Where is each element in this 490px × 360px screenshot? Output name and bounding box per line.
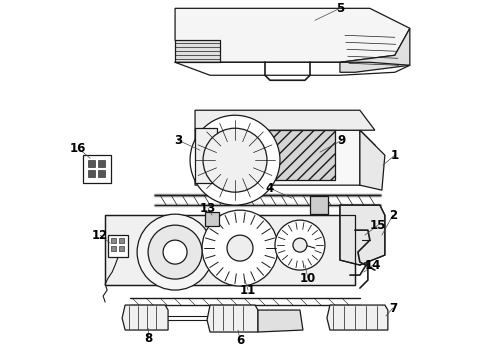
Bar [119, 238, 124, 243]
Bar [108, 235, 128, 257]
Polygon shape [360, 130, 385, 190]
Circle shape [203, 128, 267, 192]
Text: 3: 3 [174, 134, 182, 147]
Text: 1: 1 [391, 149, 399, 162]
Circle shape [275, 220, 325, 270]
Polygon shape [340, 205, 385, 265]
Polygon shape [327, 305, 388, 330]
Polygon shape [215, 130, 335, 180]
Polygon shape [122, 305, 168, 330]
Circle shape [293, 238, 307, 252]
Bar [98, 160, 105, 167]
Polygon shape [360, 130, 375, 185]
Text: 4: 4 [266, 182, 274, 195]
Circle shape [202, 210, 278, 286]
Polygon shape [175, 40, 220, 62]
Bar [205, 212, 219, 226]
Text: 13: 13 [200, 202, 216, 215]
Bar [111, 246, 116, 251]
Text: 9: 9 [338, 134, 346, 147]
Text: 15: 15 [369, 219, 386, 231]
Bar [119, 246, 124, 251]
Text: 5: 5 [336, 2, 344, 15]
Bar [98, 170, 105, 177]
Text: 10: 10 [300, 271, 316, 284]
Polygon shape [175, 8, 410, 62]
Polygon shape [105, 215, 355, 285]
Text: 12: 12 [92, 229, 108, 242]
Bar [88, 160, 95, 167]
Text: 14: 14 [365, 258, 381, 271]
Text: 6: 6 [236, 333, 244, 347]
Circle shape [148, 225, 202, 279]
Text: 16: 16 [70, 142, 86, 155]
Text: 2: 2 [389, 209, 397, 222]
Text: 8: 8 [144, 332, 152, 345]
Circle shape [137, 214, 213, 290]
Polygon shape [258, 310, 303, 332]
Circle shape [227, 235, 253, 261]
Polygon shape [195, 110, 375, 130]
Bar [310, 196, 328, 214]
Polygon shape [207, 305, 258, 332]
Bar [111, 238, 116, 243]
Bar [88, 170, 95, 177]
Polygon shape [195, 130, 375, 185]
Circle shape [190, 115, 280, 205]
Bar [195, 128, 217, 183]
Text: 7: 7 [389, 302, 397, 315]
Bar [83, 155, 111, 183]
Circle shape [163, 240, 187, 264]
Polygon shape [340, 28, 410, 72]
Text: 11: 11 [240, 284, 256, 297]
